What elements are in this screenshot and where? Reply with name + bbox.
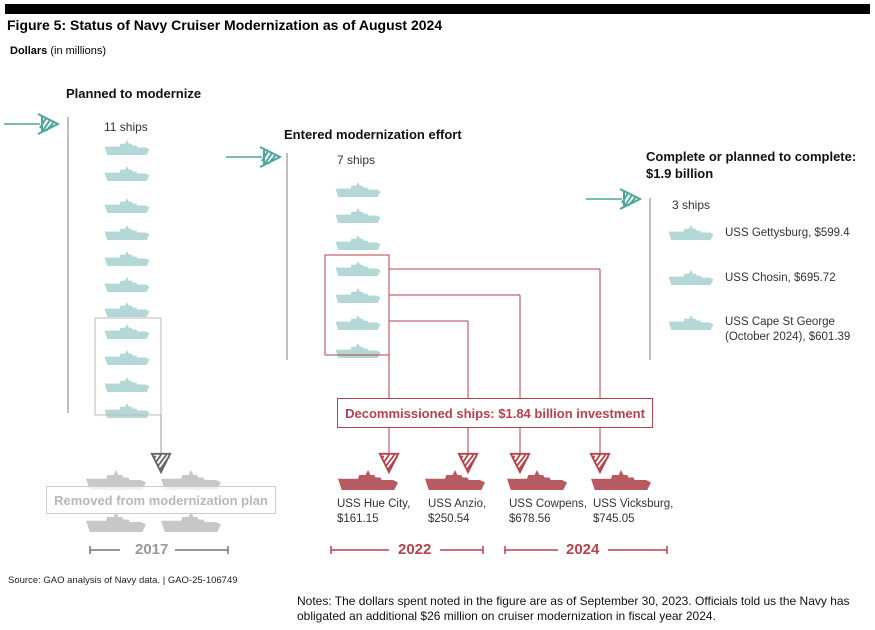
ship-icon <box>335 208 381 223</box>
units-bold: Dollars <box>10 45 48 57</box>
decommissioned-ship-label: USS Cowpens, $678.56 <box>509 497 587 527</box>
top-rule <box>5 4 870 14</box>
ship-detail: (October 2024), $601.39 <box>725 331 851 343</box>
arrow-right-icon <box>37 113 59 135</box>
units-rest: (in millions) <box>50 45 106 57</box>
source-note: Source: GAO analysis of Navy data. | GAO… <box>8 575 238 586</box>
ship-value: $161.15 <box>337 513 379 525</box>
ship-icon <box>507 470 567 490</box>
ship-icon <box>104 166 150 181</box>
ship-value: $678.56 <box>509 513 551 525</box>
arrow-down-icon <box>378 452 400 474</box>
complete-count: 3 ships <box>672 198 711 212</box>
entered-heading: Entered modernization effort <box>284 127 462 142</box>
ship-icon <box>335 182 381 197</box>
ship-name: USS Cowpens, <box>509 498 587 510</box>
complete-ship-label: USS Chosin, $695.72 <box>725 271 836 286</box>
ship-value: $745.05 <box>593 513 635 525</box>
ship-name: USS Gettysburg, $599.4 <box>725 227 850 239</box>
arrow-down-icon <box>589 452 611 474</box>
ship-icon <box>104 377 150 392</box>
arrow-right-icon <box>259 146 281 168</box>
ship-name: USS Cape St George <box>725 316 835 328</box>
ship-icon <box>335 288 381 303</box>
notes: Notes: The dollars spent noted in the fi… <box>297 594 850 623</box>
entered-count: 7 ships <box>337 153 376 167</box>
planned-count: 11 ships <box>104 120 148 134</box>
units-label: Dollars (in millions) <box>10 45 106 57</box>
ship-icon <box>335 315 381 330</box>
complete-heading-line1: Complete or planned to complete: <box>646 149 857 164</box>
ship-icon <box>668 315 714 330</box>
planned-heading: Planned to modernize <box>66 86 202 101</box>
arrow-right-icon <box>619 188 641 210</box>
decommissioned-ship-label: USS Hue City, $161.15 <box>337 497 410 527</box>
ship-icon <box>86 512 146 532</box>
ship-icon <box>335 261 381 276</box>
ship-icon <box>335 343 381 358</box>
ship-icon <box>104 403 150 418</box>
complete-heading-line2: $1.9 billion <box>646 166 714 181</box>
ship-icon <box>668 225 714 240</box>
complete-ship-label: USS Cape St George (October 2024), $601.3… <box>725 315 850 345</box>
removed-bracket <box>94 317 162 416</box>
ship-icon <box>104 225 150 240</box>
ship-icon <box>425 470 485 490</box>
figure-title: Figure 5: Status of Navy Cruiser Moderni… <box>7 17 443 33</box>
ship-icon <box>335 235 381 250</box>
arrow-down-icon <box>509 452 531 474</box>
ship-name: USS Hue City, <box>337 498 411 510</box>
ship-icon <box>104 277 150 292</box>
complete-heading: Complete or planned to complete: $1.9 bi… <box>646 148 856 182</box>
arrow-down-icon <box>150 452 172 474</box>
ship-name: USS Chosin, $695.72 <box>725 272 836 284</box>
ship-icon <box>104 350 150 365</box>
ship-icon <box>668 270 714 285</box>
ship-icon <box>104 198 150 213</box>
ship-name: USS Anzio, <box>428 498 487 510</box>
ship-value: $250.54 <box>428 513 470 525</box>
decommissioned-ship-label: USS Vicksburg, $745.05 <box>593 497 673 527</box>
ship-icon <box>104 251 150 266</box>
ship-icon <box>161 512 221 532</box>
ship-name: USS Vicksburg, <box>593 498 674 510</box>
decommissioned-ship-label: USS Anzio, $250.54 <box>428 497 486 527</box>
ship-icon <box>104 302 150 317</box>
arrow-down-icon <box>457 452 479 474</box>
year-2024: 2024 <box>566 541 600 558</box>
ship-icon <box>104 324 150 339</box>
decommissioned-box: Decommissioned ships: $1.84 billion inve… <box>337 398 653 428</box>
removed-box: Removed from modernization plan <box>46 486 276 514</box>
ship-icon <box>104 140 150 155</box>
year-2022: 2022 <box>398 541 432 558</box>
year-2017: 2017 <box>135 541 169 558</box>
complete-ship-label: USS Gettysburg, $599.4 <box>725 226 850 241</box>
